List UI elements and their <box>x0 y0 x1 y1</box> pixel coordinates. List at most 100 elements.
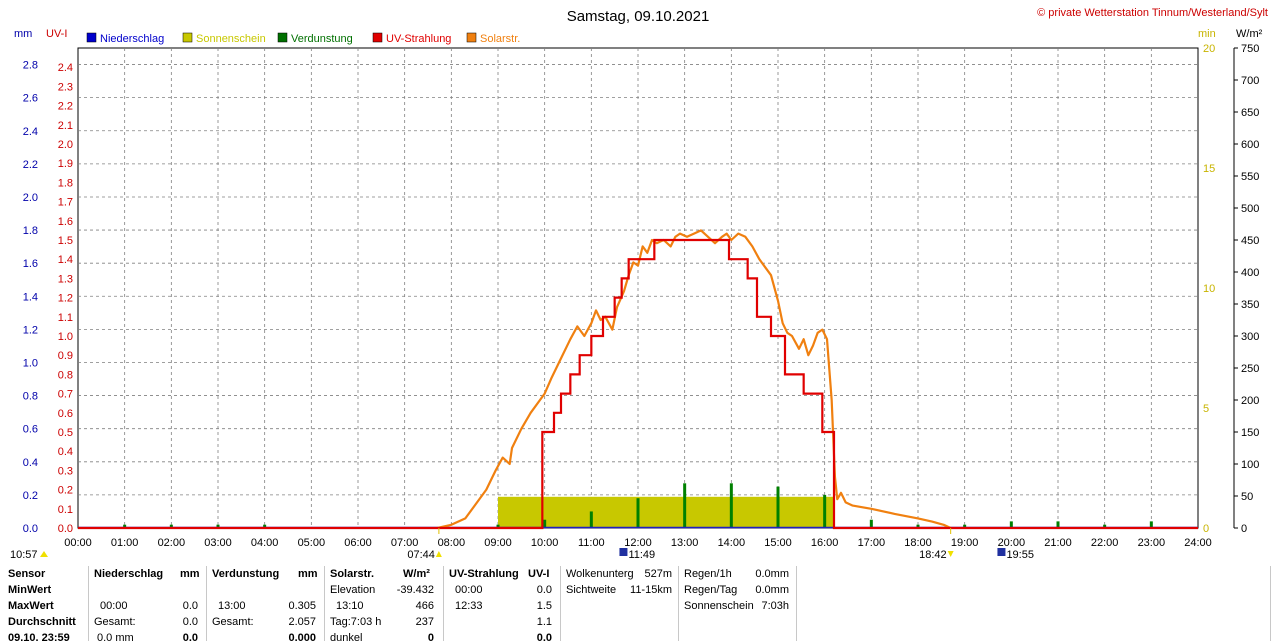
noon-icon <box>619 548 628 556</box>
x-tick: 16:00 <box>811 537 839 549</box>
grid <box>77 47 1199 529</box>
evap-total: 2.057 <box>288 616 316 628</box>
evap-bar <box>963 524 967 528</box>
marker-left-time: 10:57 <box>10 549 38 561</box>
visibility-label: Sichtweite <box>566 584 617 596</box>
x-tick: 24:00 <box>1184 537 1212 549</box>
precip-tick: 1.2 <box>23 324 38 336</box>
uv-tick: 0.2 <box>58 485 73 497</box>
solar-tick: 250 <box>1241 363 1259 375</box>
evap-bar <box>123 524 127 528</box>
precip-tick: 2.6 <box>23 93 38 105</box>
legend-label: Sonnenschein <box>196 33 266 45</box>
sunshine-tick: 15 <box>1203 163 1215 175</box>
rainday-value: 0.0mm <box>755 584 789 596</box>
evap-unit: mm <box>298 568 318 580</box>
solar-elev: -39.432 <box>396 584 434 596</box>
precip-tick: 2.8 <box>23 60 38 72</box>
solar-tick: 550 <box>1241 171 1259 183</box>
uv-min-time: 00:00 <box>455 584 483 596</box>
uv-tick: 1.7 <box>58 197 73 209</box>
x-tick: 09:00 <box>484 537 512 549</box>
legend: Niederschlag Sonnenschein Verdunstung UV-St… <box>86 32 520 45</box>
sunshine-value: 7:03h <box>761 600 789 612</box>
x-tick: 17:00 <box>858 537 886 549</box>
uv-tick: 1.2 <box>58 293 73 305</box>
legend-label: Niederschlag <box>100 33 164 45</box>
solar-day: 237 <box>415 616 434 628</box>
evap-header: Verdunstung <box>212 568 280 580</box>
uv-tick: 1.0 <box>58 331 73 343</box>
x-tick: 14:00 <box>718 537 746 549</box>
table-divider <box>88 566 89 641</box>
solar-tick: 450 <box>1241 235 1259 247</box>
sunshine-tick: 20 <box>1203 43 1215 55</box>
evap-bar <box>636 498 640 528</box>
precip-tick: 1.0 <box>23 357 38 369</box>
precip-tick: 0.4 <box>23 457 38 469</box>
solar-tick: 50 <box>1241 491 1253 503</box>
visibility-value: 11-15km <box>630 584 672 596</box>
x-tick: 01:00 <box>111 537 139 549</box>
precip-header: Niederschlag <box>94 568 164 580</box>
uv-tick: 2.3 <box>58 81 73 93</box>
x-tick: 04:00 <box>251 537 279 549</box>
uv-avg: 1.1 <box>536 616 552 628</box>
stats-table: Sensor MinWert MaxWert Durchschnitt 09.1… <box>0 566 1280 644</box>
precip-tick: 2.0 <box>23 192 38 204</box>
table-divider <box>443 566 444 641</box>
uv-tick: 1.1 <box>58 312 73 324</box>
precip-tick: 1.4 <box>23 291 38 303</box>
copyright: © private Wetterstation Tinnum/Westerlan… <box>1037 7 1268 19</box>
solar-tick: 0 <box>1241 523 1247 535</box>
precip-tick: 0.6 <box>23 424 38 436</box>
sunrise-time: 07:44 <box>407 549 435 561</box>
uv-max: 1.5 <box>536 600 552 612</box>
uv-tick: 0.5 <box>58 427 73 439</box>
table-divider <box>206 566 207 641</box>
evap-bar <box>1056 521 1060 528</box>
evap-now: 0.000 <box>288 632 316 644</box>
uv-tick: 2.1 <box>58 120 73 132</box>
rainday-label: Regen/Tag <box>684 584 738 596</box>
solar-line <box>437 229 952 530</box>
uv-tick: 0.0 <box>58 523 73 535</box>
evap-bar <box>543 519 547 528</box>
rain1h-label: Regen/1h <box>684 568 732 580</box>
precip-now: 0.0 mm <box>97 632 134 644</box>
solar-tick: 750 <box>1241 43 1259 55</box>
row-label-min: MinWert <box>8 584 52 596</box>
solar-elev-label: Elevation <box>330 584 376 596</box>
evap-bar <box>1009 521 1013 528</box>
rain1h-value: 0.0mm <box>755 568 789 580</box>
evap-bar <box>683 483 687 528</box>
cloud-value: 527m <box>644 568 672 580</box>
solar-tick: 650 <box>1241 107 1259 119</box>
evap-bar <box>916 524 920 528</box>
uv-tick: 0.4 <box>58 446 73 458</box>
solar-tick: 400 <box>1241 267 1259 279</box>
precip-tick: 0.2 <box>23 490 38 502</box>
uv-tick: 1.5 <box>58 235 73 247</box>
x-tick: 03:00 <box>204 537 232 549</box>
uv-max-time: 12:33 <box>455 600 483 612</box>
x-tick: 13:00 <box>671 537 699 549</box>
precip-tick: 2.4 <box>23 126 38 138</box>
uv-line <box>78 238 1198 530</box>
x-tick: 11:00 <box>578 537 605 549</box>
precip-max-time: 00:00 <box>100 600 128 612</box>
unit-min: min <box>1198 28 1216 40</box>
solar-tick: 300 <box>1241 331 1259 343</box>
legend-label: Solarstr. <box>480 33 520 45</box>
uv-tick: 1.3 <box>58 273 73 285</box>
precip-tick: 1.6 <box>23 258 38 270</box>
axis-labels: 0.0 0.2 0.4 0.6 0.8 1.0 1.2 1.4 1.6 1.8 2.0 2.2 2.4 2… <box>23 43 1260 549</box>
solar-dark-label: dunkel <box>330 632 363 644</box>
evap-bar <box>216 524 220 528</box>
x-tick: 15:00 <box>764 537 792 549</box>
x-tick: 23:00 <box>1138 537 1166 549</box>
evap-bar <box>869 519 873 528</box>
table-divider <box>1270 566 1271 641</box>
solar-tick: 500 <box>1241 203 1259 215</box>
x-tick: 02:00 <box>158 537 186 549</box>
